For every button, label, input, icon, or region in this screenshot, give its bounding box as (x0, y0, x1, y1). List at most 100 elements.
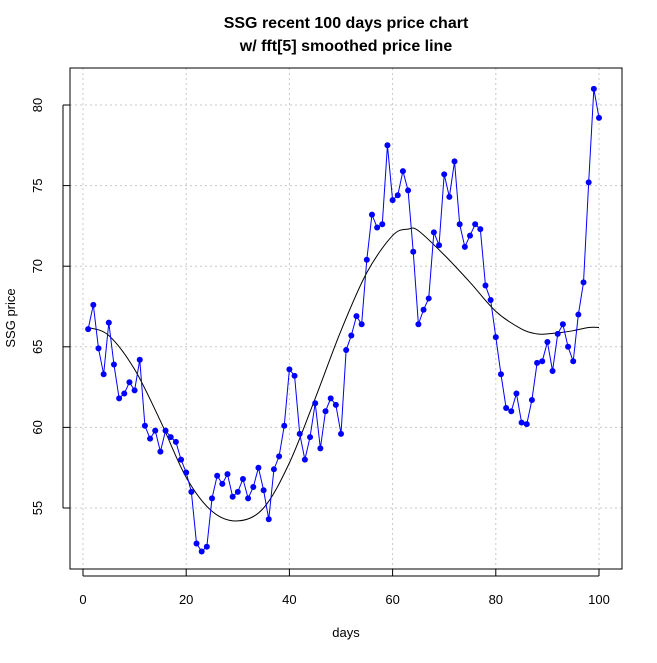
price-point (596, 114, 602, 121)
price-point (255, 464, 262, 471)
price-point (585, 179, 592, 186)
price-point (245, 495, 252, 502)
price-point (348, 332, 355, 339)
price-point (410, 248, 417, 255)
y-axis-label: SSG price (3, 288, 18, 347)
y-tick-label: 65 (30, 340, 45, 354)
price-point (503, 405, 510, 412)
x-tick-label: 20 (179, 592, 193, 607)
chart-subtitle: w/ fft[5] smoothed price line (239, 38, 453, 55)
price-point (405, 187, 412, 194)
price-point (281, 422, 288, 429)
price-point (291, 372, 298, 379)
price-point (374, 224, 381, 231)
y-tick-label: 55 (30, 501, 45, 515)
price-point (353, 313, 360, 320)
axes: 0 20 40 60 80 100 55 60 65 70 75 80 (30, 98, 610, 607)
price-point (198, 548, 205, 555)
price-point (152, 427, 159, 434)
price-point (570, 358, 577, 365)
price-point (441, 171, 448, 178)
price-point (95, 345, 102, 352)
price-point (172, 438, 179, 445)
price-point (239, 475, 246, 482)
price-point (338, 430, 344, 437)
price-point (90, 301, 97, 308)
price-point (487, 297, 494, 304)
price-point (276, 453, 283, 460)
price-point (157, 448, 164, 455)
price-point (260, 487, 267, 494)
price-point (167, 434, 174, 441)
price-point (224, 471, 231, 478)
price-point (363, 256, 370, 263)
smoothed-price-line (87, 227, 600, 522)
price-point (456, 221, 463, 228)
price-point (399, 168, 406, 175)
price-point (322, 408, 329, 415)
price-point (296, 430, 303, 437)
price-point (544, 338, 551, 345)
price-point (523, 421, 530, 428)
price-point (534, 359, 541, 366)
price-point (188, 488, 195, 495)
price-point (415, 321, 422, 328)
price-point (126, 379, 133, 386)
price-point (436, 242, 443, 249)
y-tick-label: 80 (30, 98, 45, 112)
price-point (590, 85, 597, 92)
price-point (389, 197, 396, 204)
x-tick-label: 0 (79, 592, 86, 607)
price-point (420, 306, 427, 313)
price-point (265, 516, 272, 523)
price-point (508, 408, 515, 415)
price-point (492, 334, 499, 341)
plot-frame (69, 67, 623, 570)
price-point (250, 484, 257, 491)
price-point (430, 229, 437, 236)
price-point (549, 367, 556, 374)
price-point (136, 356, 143, 363)
price-points (85, 85, 602, 555)
price-point (384, 142, 391, 149)
price-point (467, 232, 473, 239)
price-point (307, 434, 314, 441)
price-point (513, 390, 520, 397)
price-point (472, 221, 479, 228)
y-tick-label: 70 (30, 259, 45, 273)
y-tick-label: 75 (30, 178, 45, 192)
price-point (497, 371, 504, 378)
x-tick-label: 40 (282, 592, 296, 607)
price-point (183, 469, 190, 476)
chart-title: SSG recent 100 days price chart (224, 15, 469, 32)
price-point (234, 488, 241, 495)
price-point (482, 282, 489, 289)
price-point (162, 427, 169, 434)
price-point (121, 390, 128, 397)
price-point (219, 480, 226, 487)
price-point (451, 158, 458, 165)
price-point (317, 445, 324, 452)
y-tick-label: 60 (30, 420, 45, 434)
price-point (193, 540, 200, 547)
price-point (100, 371, 107, 378)
price-point (209, 495, 215, 502)
price-point (270, 466, 277, 473)
price-point (477, 226, 484, 233)
price-point (425, 295, 432, 302)
price-point (141, 422, 148, 429)
price-point (554, 330, 561, 337)
price-point (518, 419, 525, 426)
price-point (229, 493, 236, 500)
price-point (559, 321, 566, 328)
price-point (203, 543, 210, 550)
price-point (580, 279, 587, 286)
price-point (394, 192, 401, 199)
price-point (147, 435, 154, 442)
x-axis-label: days (332, 625, 360, 640)
price-point (461, 243, 468, 250)
price-point (327, 395, 334, 402)
price-point (105, 319, 112, 326)
price-point (446, 193, 453, 200)
